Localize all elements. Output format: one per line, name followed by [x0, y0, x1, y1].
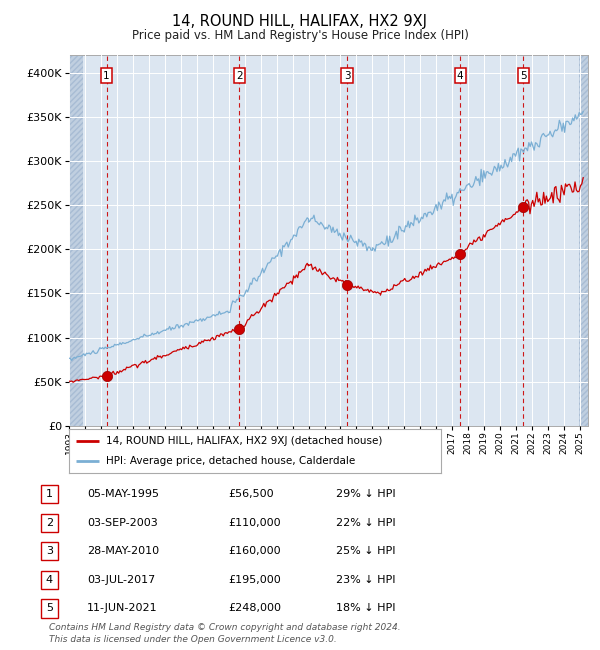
Text: £195,000: £195,000 [228, 575, 281, 585]
Text: Price paid vs. HM Land Registry's House Price Index (HPI): Price paid vs. HM Land Registry's House … [131, 29, 469, 42]
Text: 05-MAY-1995: 05-MAY-1995 [87, 489, 159, 499]
Text: 4: 4 [46, 575, 53, 585]
Text: 25% ↓ HPI: 25% ↓ HPI [336, 546, 395, 556]
Text: 1: 1 [46, 489, 53, 499]
Text: £56,500: £56,500 [228, 489, 274, 499]
Text: 14, ROUND HILL, HALIFAX, HX2 9XJ: 14, ROUND HILL, HALIFAX, HX2 9XJ [173, 14, 427, 29]
Text: 2: 2 [236, 71, 243, 81]
Text: 18% ↓ HPI: 18% ↓ HPI [336, 603, 395, 614]
Text: 4: 4 [457, 71, 464, 81]
Text: 03-JUL-2017: 03-JUL-2017 [87, 575, 155, 585]
Text: £110,000: £110,000 [228, 517, 281, 528]
Text: Contains HM Land Registry data © Crown copyright and database right 2024.: Contains HM Land Registry data © Crown c… [49, 623, 401, 632]
Point [235, 324, 244, 334]
Text: 22% ↓ HPI: 22% ↓ HPI [336, 517, 395, 528]
Text: This data is licensed under the Open Government Licence v3.0.: This data is licensed under the Open Gov… [49, 634, 337, 644]
Bar [69, 55, 83, 426]
Text: £160,000: £160,000 [228, 546, 281, 556]
Text: 5: 5 [46, 603, 53, 614]
Text: 1: 1 [103, 71, 110, 81]
Text: 3: 3 [46, 546, 53, 556]
Text: 29% ↓ HPI: 29% ↓ HPI [336, 489, 395, 499]
Bar [579, 55, 588, 426]
Text: 5: 5 [520, 71, 526, 81]
Point [455, 248, 465, 259]
Text: 28-MAY-2010: 28-MAY-2010 [87, 546, 159, 556]
Text: HPI: Average price, detached house, Calderdale: HPI: Average price, detached house, Cald… [106, 456, 355, 466]
Text: 11-JUN-2021: 11-JUN-2021 [87, 603, 158, 614]
Text: £248,000: £248,000 [228, 603, 281, 614]
Point [518, 202, 528, 212]
Text: 2: 2 [46, 517, 53, 528]
Text: 23% ↓ HPI: 23% ↓ HPI [336, 575, 395, 585]
Point [342, 280, 352, 290]
Point [102, 370, 112, 381]
Text: 03-SEP-2003: 03-SEP-2003 [87, 517, 158, 528]
Text: 14, ROUND HILL, HALIFAX, HX2 9XJ (detached house): 14, ROUND HILL, HALIFAX, HX2 9XJ (detach… [106, 436, 383, 446]
Text: 3: 3 [344, 71, 350, 81]
